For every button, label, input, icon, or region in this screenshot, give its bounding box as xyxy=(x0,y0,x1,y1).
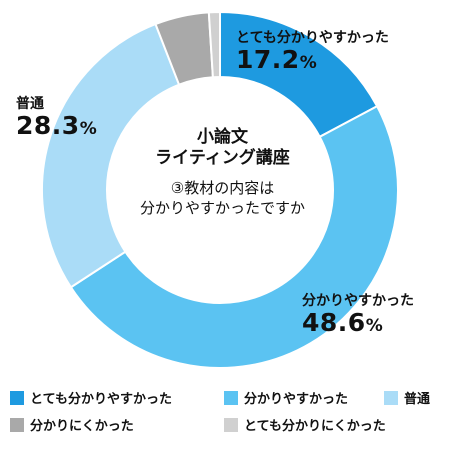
slice-label-name: 分かりやすかった xyxy=(302,293,414,309)
slice-normal xyxy=(41,22,181,289)
question-line2: 分かりやすかったですか xyxy=(139,198,305,217)
slice-label-percent: 17.2% xyxy=(236,45,318,75)
legend-swatch xyxy=(224,390,238,405)
legend-item-easy: 分かりやすかった xyxy=(224,388,348,407)
legend-item-normal: 普通 xyxy=(384,388,430,407)
slice-label-percent: 28.3% xyxy=(16,111,98,141)
slice-label-name: 普通 xyxy=(16,96,44,112)
slice-label-easy: 分かりやすかった 48.6% xyxy=(302,293,414,338)
legend-label: 分かりにくかった xyxy=(30,419,134,434)
legend-item-hard: 分かりにくかった xyxy=(10,415,134,434)
legend-swatch xyxy=(10,417,24,432)
legend-item-very-hard: とても分かりにくかった xyxy=(224,415,386,434)
legend-swatch xyxy=(10,390,24,405)
slice-label-normal: 普通 28.3% xyxy=(16,96,97,141)
slice-label-percent: 48.6% xyxy=(302,308,384,338)
course-title-line1: 小論文 xyxy=(197,127,248,147)
legend-swatch xyxy=(224,417,238,432)
legend-item-very-easy: とても分かりやすかった xyxy=(10,388,172,407)
slice-very-hard xyxy=(207,10,221,79)
course-title-line2: ライティング講座 xyxy=(155,148,290,169)
slice-label-very-easy: とても分かりやすかった 17.2% xyxy=(236,30,389,75)
donut-center-title: 小論文 ライティング講座 ③教材の内容は 分かりやすかったですか xyxy=(105,127,340,218)
slice-easy xyxy=(69,104,399,369)
slice-label-name: とても分かりやすかった xyxy=(236,30,389,46)
legend-swatch xyxy=(384,390,398,405)
question-line1: ③教材の内容は xyxy=(170,178,275,197)
legend-label: とても分かりやすかった xyxy=(30,392,172,407)
legend-label: 普通 xyxy=(404,392,431,407)
legend-label: とても分かりにくかった xyxy=(244,419,386,434)
legend-label: 分かりやすかった xyxy=(244,392,349,407)
